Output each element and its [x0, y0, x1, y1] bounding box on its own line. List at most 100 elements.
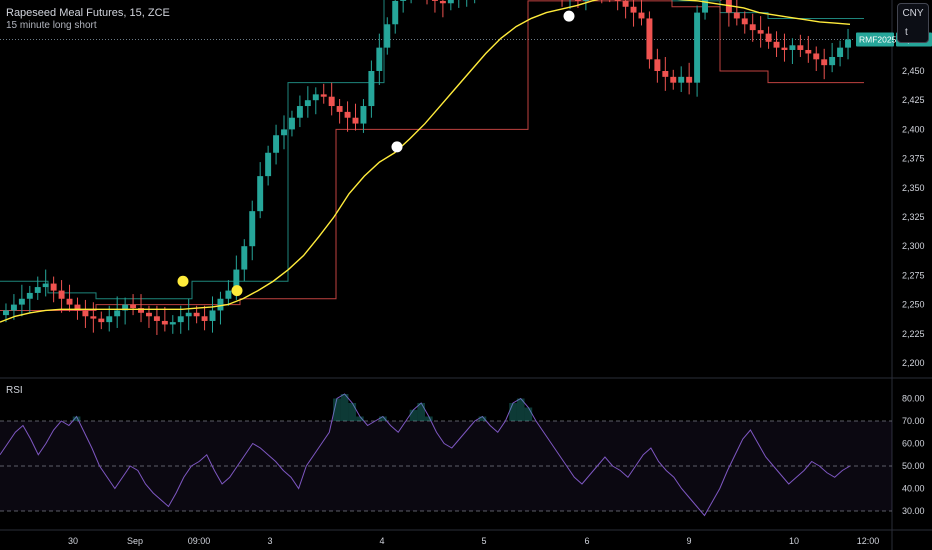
candle-body [82, 310, 89, 317]
candle-body [360, 106, 367, 124]
time-axis-label: 09:00 [188, 536, 211, 546]
long-stop-line [0, 0, 864, 311]
time-axis-label: 3 [267, 536, 272, 546]
rsi-axis-label: 60.00 [902, 439, 925, 449]
candle-body [18, 298, 25, 305]
short-stop-line [0, 0, 864, 300]
currency-label: CNY [902, 8, 924, 19]
rsi-axis-label: 80.00 [902, 394, 925, 404]
candle-body [209, 310, 216, 321]
candle-body [90, 316, 97, 319]
currency-unit-button[interactable]: CNY t [897, 3, 929, 43]
rsi-overbought-fill [333, 398, 341, 421]
candle-body [821, 59, 828, 66]
candle-body [773, 41, 780, 48]
candle-body [241, 246, 248, 270]
candle-body [138, 308, 144, 313]
price-axis-label: 2,350 [902, 183, 925, 193]
candle-body [233, 269, 240, 291]
rsi-overbought-fill [425, 416, 433, 421]
rsi-overbought-fill [340, 394, 349, 421]
candle-body [193, 312, 200, 317]
long-signal-dot [177, 275, 189, 287]
time-axis-label: 9 [686, 536, 691, 546]
rsi-axis-label: 40.00 [902, 484, 925, 494]
rsi-overbought-fill [348, 403, 357, 421]
candle-body [741, 18, 748, 25]
candle-body [646, 18, 653, 60]
candle-body [42, 283, 49, 288]
candle-body [10, 304, 17, 311]
candle-body [376, 47, 383, 71]
time-axis-label: Sep [127, 536, 143, 546]
ma-line [0, 0, 851, 323]
candle-body [400, 0, 407, 1]
rsi-overbought-fill [417, 403, 425, 421]
price-axis-label: 2,425 [902, 95, 925, 105]
candle-body [114, 310, 121, 317]
candle-body [757, 30, 764, 34]
candle-body [654, 59, 661, 71]
candle-body [797, 45, 804, 50]
rsi-line [0, 393, 851, 517]
rsi-overbought-fill [379, 416, 387, 421]
candle-body [805, 49, 812, 54]
candle-body [781, 47, 788, 50]
unit-label: t [905, 27, 908, 38]
long-signal-dot [231, 285, 243, 297]
candle-body [614, 0, 621, 1]
rsi-overbought-fill [72, 416, 81, 421]
candle-body [3, 310, 9, 316]
candle-body [185, 312, 192, 317]
candle-body [368, 71, 375, 107]
candle-body [153, 316, 160, 321]
candle-body [225, 290, 232, 299]
rsi-overbought-fill [409, 409, 418, 421]
candle-body [145, 312, 152, 317]
price-axis-label: 2,250 [902, 300, 925, 310]
candle-body [431, 0, 438, 1]
candle-body [312, 94, 319, 101]
candle-body [622, 0, 629, 7]
rsi-axis-label: 50.00 [902, 461, 925, 471]
candle-body [34, 287, 41, 293]
price-axis-label: 2,450 [902, 66, 925, 76]
candle-body [845, 39, 851, 48]
candle-body [98, 318, 105, 323]
price-axis-label: 2,325 [902, 212, 925, 222]
price-axis-label: 2,375 [902, 154, 925, 164]
candle-body [447, 0, 454, 4]
candle-body [122, 304, 129, 311]
time-axis-label: 4 [379, 536, 384, 546]
candle-body [702, 0, 709, 13]
rsi-overbought-fill [516, 398, 525, 421]
rsi-overbought-fill [524, 407, 533, 421]
price-axis-label: 2,275 [902, 270, 925, 280]
candle-body [352, 117, 359, 124]
chart-subtitle: 15 minute long short [6, 20, 97, 31]
candle-body [694, 12, 701, 83]
candle-body [130, 304, 137, 309]
rsi-axis-label: 70.00 [902, 416, 925, 426]
price-axis-label: 2,225 [902, 329, 925, 339]
rsi-axis-label: 30.00 [902, 506, 925, 516]
candle-body [177, 316, 184, 323]
short-signal-dot [563, 10, 575, 22]
candle-body [733, 12, 740, 19]
candle-body [106, 316, 113, 323]
symbol-badge-label: RMF2025 [859, 34, 897, 44]
time-axis-label: 5 [481, 536, 486, 546]
chart-title: Rapeseed Meal Futures, 15, ZCE [6, 7, 170, 19]
candle-body [288, 117, 295, 130]
candle-body [58, 290, 65, 299]
candle-body [26, 292, 33, 299]
candle-body [813, 53, 820, 60]
candle-body [161, 320, 168, 325]
candle-body [638, 12, 645, 19]
candle-body [281, 129, 287, 136]
candle-body [328, 96, 335, 107]
candle-body [257, 176, 264, 212]
candle-body [344, 111, 351, 118]
candle-body [749, 24, 756, 31]
